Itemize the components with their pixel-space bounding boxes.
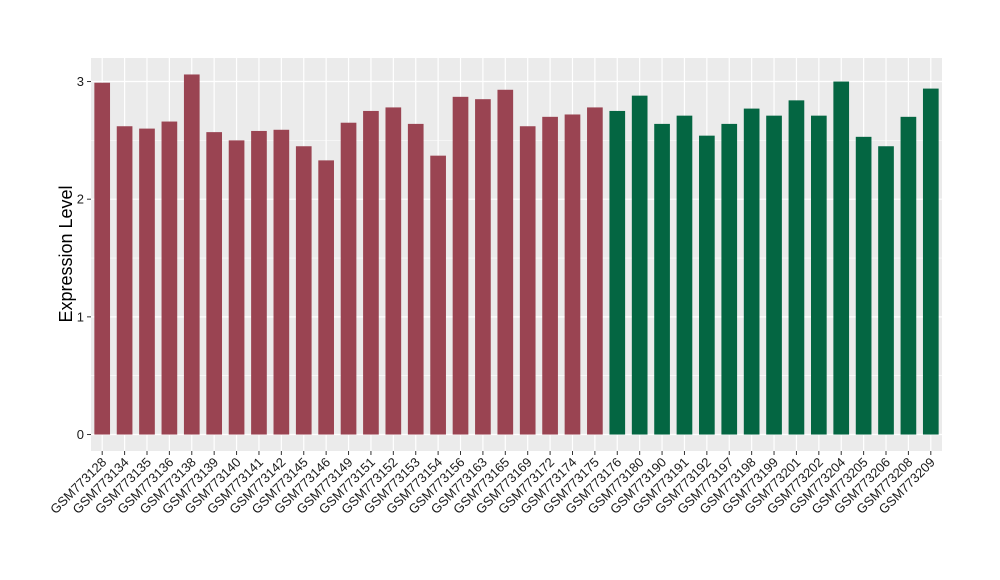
- y-tick-label: 0: [77, 427, 84, 442]
- bar: [833, 81, 850, 435]
- bar: [363, 110, 379, 435]
- bar: [564, 114, 581, 435]
- bar: [116, 126, 133, 435]
- bar: [766, 115, 782, 435]
- bar: [94, 82, 111, 435]
- bar: [542, 116, 558, 435]
- x-axis: GSM773128GSM773134GSM773135GSM773136GSM7…: [47, 451, 938, 517]
- bar: [743, 108, 760, 435]
- bar: [183, 74, 200, 435]
- y-axis: 0 1 2 3: [77, 74, 91, 442]
- bar: [161, 121, 178, 435]
- bar: [519, 126, 536, 435]
- bar: [676, 115, 693, 435]
- y-tick-label: 2: [77, 192, 84, 207]
- y-tick-label: 1: [77, 309, 84, 324]
- bar: [430, 155, 446, 435]
- bar: [452, 96, 469, 435]
- bar: [318, 160, 334, 435]
- bar: [407, 123, 424, 435]
- bars: [94, 74, 939, 435]
- y-axis-title: Expression Level: [56, 185, 76, 322]
- bar: [295, 146, 312, 435]
- bar: [788, 100, 805, 435]
- bar: [273, 129, 290, 435]
- bar: [810, 115, 827, 435]
- bar: [206, 132, 223, 435]
- bar: [139, 128, 155, 435]
- bar: [855, 136, 872, 435]
- bar: [878, 146, 894, 435]
- bar: [922, 88, 939, 435]
- bar: [900, 116, 917, 435]
- bar: [654, 123, 670, 435]
- bar: [721, 123, 738, 435]
- y-tick-label: 3: [77, 74, 84, 89]
- bar: [340, 122, 357, 435]
- bar: [497, 89, 514, 435]
- bar: [228, 140, 245, 435]
- bar: [609, 110, 626, 435]
- bar: [699, 135, 715, 435]
- bar: [587, 107, 603, 435]
- bar: [385, 107, 402, 435]
- bar: [631, 95, 648, 435]
- bar: [251, 130, 267, 435]
- bar: [475, 99, 491, 435]
